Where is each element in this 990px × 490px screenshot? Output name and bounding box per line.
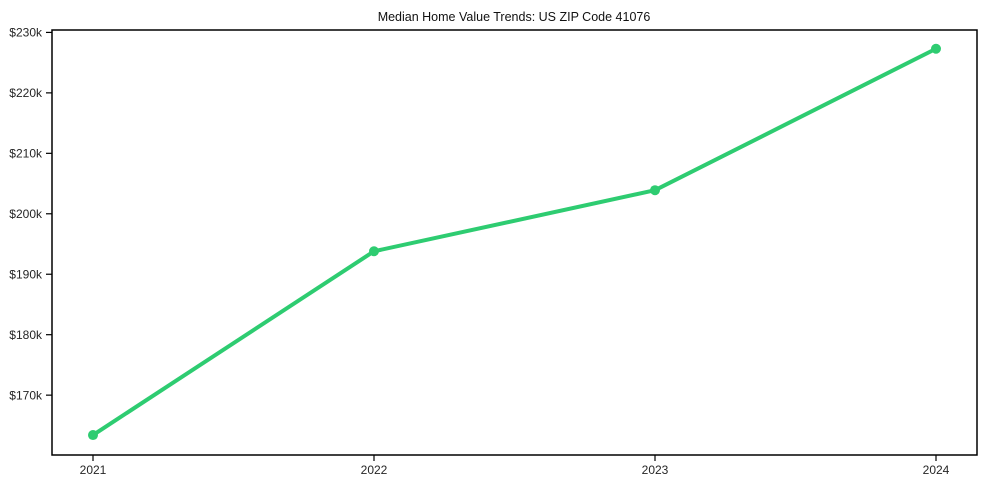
y-tick-label: $170k — [9, 388, 43, 402]
y-tick-label: $180k — [9, 328, 43, 342]
y-tick-label: $210k — [9, 147, 43, 161]
y-tick-label: $220k — [9, 86, 43, 100]
data-point-2022 — [369, 246, 379, 257]
y-tick-label: $230k — [9, 26, 43, 40]
x-axis: 2021 2022 2023 2024 — [80, 455, 950, 477]
x-tick-label: 2023 — [642, 463, 669, 477]
series-group — [88, 43, 941, 441]
y-tick-label: $200k — [9, 207, 43, 221]
x-tick-label: 2024 — [923, 463, 950, 477]
data-point-2021 — [88, 430, 98, 441]
x-tick-label: 2022 — [361, 463, 388, 477]
plot-area-border — [51, 29, 978, 456]
x-tick-label: 2021 — [80, 463, 107, 477]
y-axis: $170k $180k $190k $200k $210k $220k $230k — [9, 26, 52, 402]
data-point-2024 — [931, 43, 941, 54]
trend-line — [91, 46, 938, 438]
y-tick-label: $190k — [9, 267, 43, 281]
data-point-2023 — [650, 185, 660, 196]
chart-title: Median Home Value Trends: US ZIP Code 41… — [378, 10, 651, 24]
